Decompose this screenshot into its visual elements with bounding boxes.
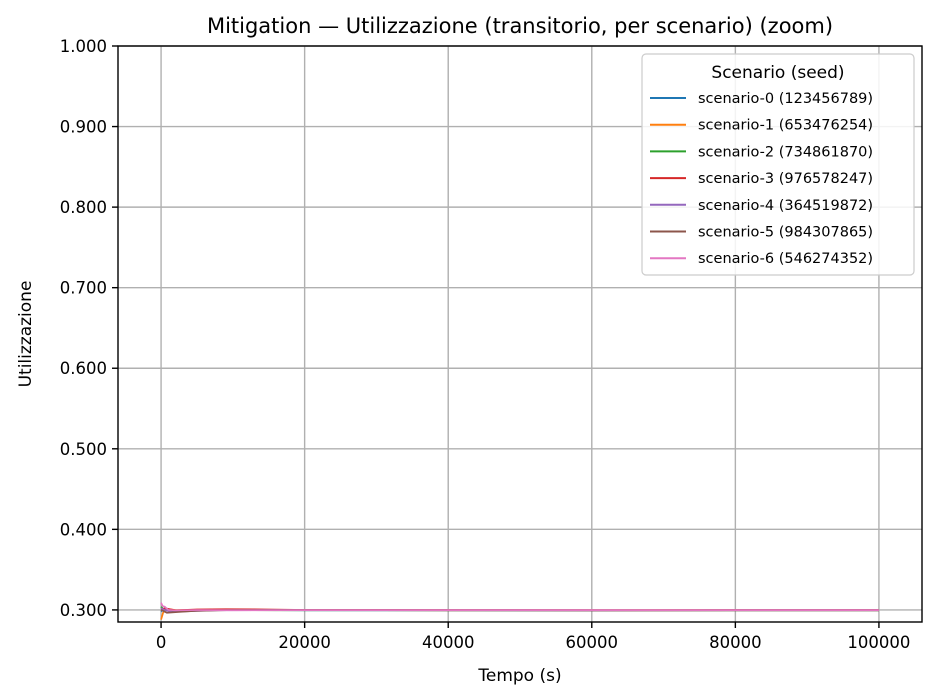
legend-entries: scenario-0 (123456789) scenario-1 (653476… xyxy=(650,91,873,267)
legend-label-scenario-4: scenario-4 (364519872) xyxy=(698,198,873,214)
legend-label-scenario-5: scenario-5 (984307865) xyxy=(698,225,873,241)
x-tick-label: 40000 xyxy=(422,633,475,652)
chart-title: Mitigation — Utilizzazione (transitorio,… xyxy=(207,14,833,38)
x-tick-label: 0 xyxy=(156,633,167,652)
legend-label-scenario-3: scenario-3 (976578247) xyxy=(698,171,873,187)
x-tick-label: 60000 xyxy=(566,633,619,652)
legend-label-scenario-1: scenario-1 (653476254) xyxy=(698,118,873,134)
y-tick-label: 0.600 xyxy=(60,359,107,378)
y-tick-label: 0.400 xyxy=(60,520,107,539)
legend: Scenario (seed) scenario-0 (123456789)sc… xyxy=(641,53,915,276)
plot-frame xyxy=(117,45,923,623)
y-tick-label: 0.500 xyxy=(60,440,107,459)
x-tick-label: 80000 xyxy=(709,633,762,652)
series-line-scenario-6 xyxy=(160,602,879,612)
y-tick-label: 0.800 xyxy=(60,198,107,217)
x-axis-label: Tempo (s) xyxy=(477,666,561,686)
legend-title: Scenario (seed) xyxy=(711,63,844,83)
y-tick-label: 1.000 xyxy=(60,37,107,56)
y-axis-ticks: 0.300 0.400 0.500 0.600 0.700 0.800 0.900 1.000 xyxy=(60,37,118,620)
legend-label-scenario-6: scenario-6 (546274352) xyxy=(698,251,873,267)
y-tick-label: 0.900 xyxy=(60,118,107,137)
x-tick-label: 20000 xyxy=(278,633,331,652)
y-tick-label: 0.700 xyxy=(60,279,107,298)
y-axis-label: Utilizzazione xyxy=(16,281,36,388)
series-lines xyxy=(160,602,879,620)
x-tick-label: 100000 xyxy=(847,633,910,652)
y-tick-label: 0.300 xyxy=(60,601,107,620)
x-axis-ticks: 0 20000 40000 60000 80000 100000 xyxy=(156,622,910,652)
legend-box xyxy=(641,53,915,276)
legend-label-scenario-2: scenario-2 (734861870) xyxy=(698,144,873,160)
legend-label-scenario-0: scenario-0 (123456789) xyxy=(698,91,873,107)
